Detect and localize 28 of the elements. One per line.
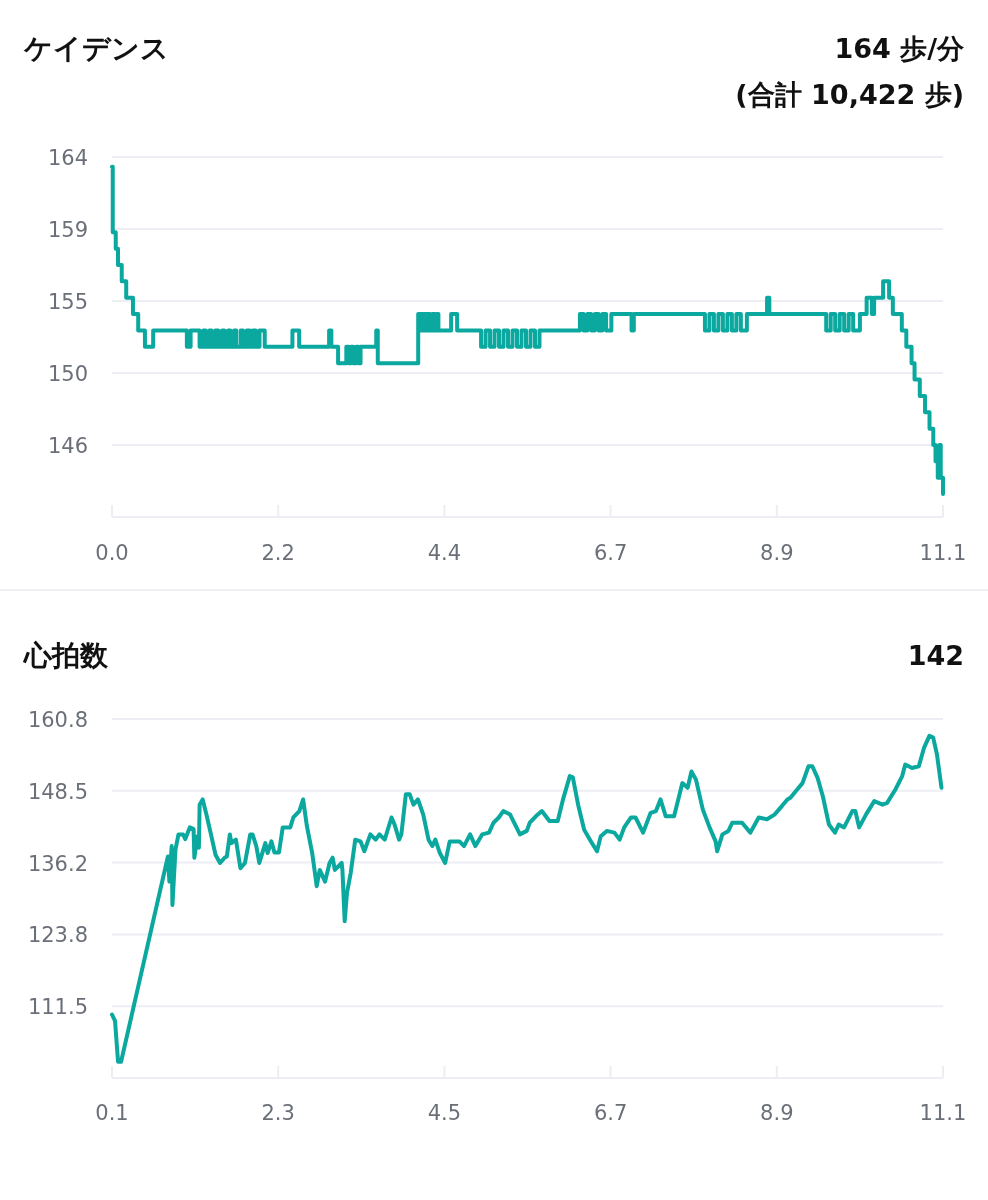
y-tick-label: 136.2 [27,851,88,876]
x-tick-label: 6.7 [593,1101,628,1125]
chart-title: 心拍数 [22,639,109,672]
text: 164 歩/分 [834,33,965,64]
y-tick-label: 164 [47,146,88,170]
x-tick-label: 4.5 [427,1101,462,1125]
text: 142 [907,640,964,671]
x-tick-label: 6.7 [593,541,628,565]
x-tick-label: 8.9 [760,1101,794,1125]
x-tick-label: 8.9 [760,541,794,565]
text: (合計 10,422 歩) [735,79,964,110]
y-tick-label: 111.5 [27,995,88,1020]
line-series [110,733,944,1064]
x-tick-label: 2.2 [261,541,295,565]
y-tick-label: 150 [47,362,88,386]
y-tick-label: 148.5 [27,779,88,804]
x-tick-label: 11.1 [919,1101,967,1125]
y-tick-label: 123.8 [27,923,88,948]
y-tick-label: 155 [47,290,88,314]
x-tick-label: 0.1 [95,1101,129,1125]
x-tick-label: 0.0 [95,541,129,565]
chart-title: ケイデンス [23,32,169,65]
y-tick-label: 146 [47,434,88,458]
x-tick-label: 11.1 [919,541,967,565]
x-tick-label: 2.3 [261,1101,295,1125]
x-tick-label: 4.4 [427,541,462,565]
y-tick-label: 159 [47,218,88,242]
y-tick-label: 160.8 [27,708,88,732]
